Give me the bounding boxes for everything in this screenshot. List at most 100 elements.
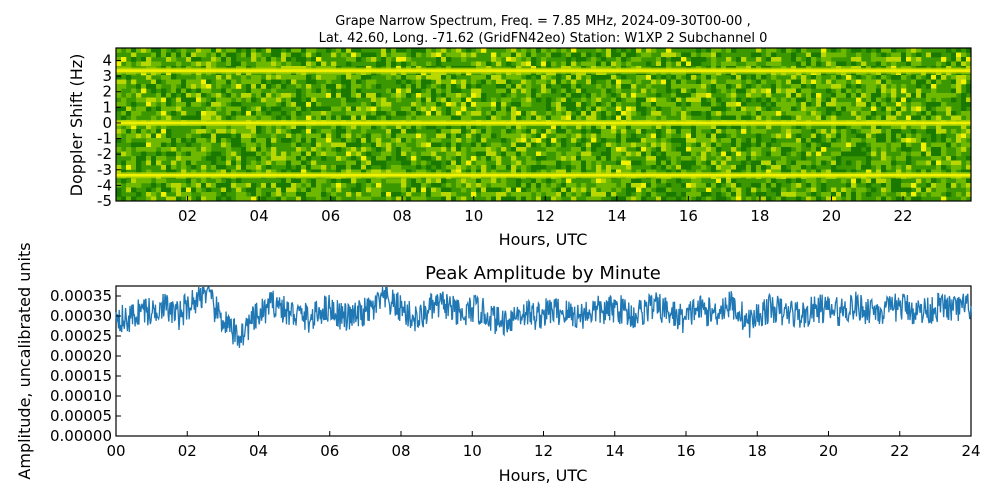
spectrogram-cell	[566, 169, 572, 175]
spectrogram-cell	[516, 147, 522, 152]
spectrogram-cell	[231, 57, 237, 62]
spectrogram-cell	[816, 97, 822, 103]
spectrogram-cell	[906, 115, 912, 121]
spectrogram-cell	[876, 115, 882, 121]
spectrogram-cell	[661, 79, 667, 85]
spectrogram-cell	[686, 192, 692, 197]
spectrogram-cell	[251, 84, 257, 89]
spectrogram-cell	[456, 79, 462, 85]
spectrogram-cell	[556, 124, 562, 130]
spectrogram-cell	[691, 106, 697, 112]
spectrogram-cell	[911, 138, 917, 143]
spectrogram-cell	[271, 97, 277, 103]
spectrogram-cell	[541, 142, 547, 148]
spectrogram-cell	[476, 75, 482, 80]
spectrogram-cell	[666, 169, 672, 175]
spectrogram-cell	[836, 169, 842, 175]
spectrogram-cell	[351, 79, 357, 85]
spectrogram-cell	[786, 106, 792, 112]
spectrogram-cell	[141, 129, 147, 134]
spectrogram-cell	[841, 138, 847, 143]
spectrogram-cell	[601, 133, 607, 139]
spectrogram-cell	[266, 61, 272, 67]
spectrogram-cell	[311, 133, 317, 139]
spectrogram-cell	[821, 156, 827, 161]
spectrogram-cell	[541, 79, 547, 85]
spectrogram-cell	[441, 48, 447, 53]
spectrogram-cell	[281, 102, 287, 107]
spectrogram-cell	[351, 147, 357, 152]
spectrogram-cell	[146, 48, 152, 53]
spectrogram-cell	[811, 133, 817, 139]
spectrogram-cell	[881, 165, 887, 170]
spectrogram-cell	[811, 84, 817, 89]
spectrogram-cell	[841, 61, 847, 67]
spectrogram-cell	[311, 111, 317, 116]
spectrogram-cell	[306, 133, 312, 139]
spectrogram-cell	[411, 61, 417, 67]
spectrogram-cell	[211, 196, 217, 202]
spectrogram-cell	[156, 138, 162, 143]
spectrogram-cell	[626, 124, 632, 130]
spectrogram-cell	[191, 93, 197, 98]
spectrogram-cell	[881, 133, 887, 139]
spectrogram-cell	[726, 169, 732, 175]
spectrogram-cell	[956, 48, 962, 53]
spectrogram-cell	[781, 48, 787, 53]
spectrogram-cell	[956, 147, 962, 152]
spectrogram-cell	[696, 102, 702, 107]
spectrogram-cell	[926, 187, 932, 193]
spectrogram-cell	[171, 79, 177, 85]
spectrogram-cell	[906, 93, 912, 98]
spectrogram-cell	[316, 192, 322, 197]
spectrogram-cell	[591, 138, 597, 143]
spectrogram-cell	[756, 138, 762, 143]
spectrogram-cell	[276, 61, 282, 67]
spectrogram-cell	[691, 129, 697, 134]
spectrogram-cell	[146, 142, 152, 148]
spectrogram-cell	[406, 106, 412, 112]
spectrogram-cell	[931, 169, 937, 175]
spectrogram-cell	[616, 133, 622, 139]
spectrogram-cell	[831, 151, 837, 157]
spectrogram-cell	[766, 48, 772, 53]
spectrogram-cell	[546, 88, 552, 94]
spectrogram-cell	[266, 93, 272, 98]
spectrogram-cell	[701, 138, 707, 143]
spectrogram-cell	[951, 142, 957, 148]
spectrogram-cell	[136, 129, 142, 134]
spectrogram-cell	[811, 187, 817, 193]
spectrogram-cell	[691, 187, 697, 193]
spectrogram-cell	[901, 142, 907, 148]
spectrogram-cell	[166, 147, 172, 152]
spectrogram-cell	[281, 183, 287, 188]
spectrogram-cell	[256, 52, 262, 58]
spectrogram-cell	[961, 138, 967, 143]
spectrogram-cell	[486, 133, 492, 139]
spectrogram-cell	[796, 178, 802, 184]
spectrogram-cell	[826, 192, 832, 197]
spectrogram-cell	[381, 48, 387, 53]
spectrogram-cell	[141, 97, 147, 103]
spectrogram-cell	[736, 111, 742, 116]
spectrogram-cell	[771, 48, 777, 53]
spectrogram-cell	[401, 138, 407, 143]
spectrogram-cell	[356, 160, 362, 166]
spectrogram-cell	[781, 133, 787, 139]
spectrogram-cell	[246, 133, 252, 139]
spectrogram-cell	[541, 196, 547, 202]
spectrogram-cell	[636, 124, 642, 130]
spectrogram-cell	[591, 111, 597, 116]
spectrogram-cell	[791, 75, 797, 80]
spectrogram-cell	[266, 138, 272, 143]
spectrogram-cell	[591, 196, 597, 202]
spectrogram-cell	[256, 111, 262, 116]
spectrogram-cell	[806, 115, 812, 121]
spectrogram-cell	[666, 151, 672, 157]
spectrogram-cell	[376, 156, 382, 161]
spectrogram-cell	[476, 61, 482, 67]
spectrogram-cell	[156, 142, 162, 148]
spectrogram-cell	[431, 97, 437, 103]
spectrogram-x-tick-label: 06	[321, 207, 340, 225]
spectrogram-cell	[421, 196, 427, 202]
